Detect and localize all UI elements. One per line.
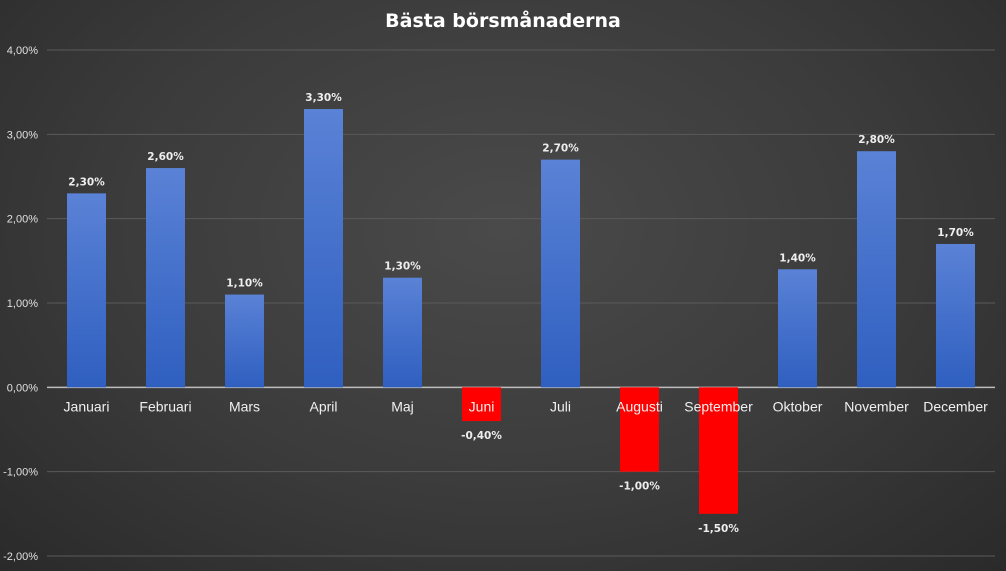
- x-tick-label: Januari: [64, 398, 110, 414]
- bar-december: [936, 243, 975, 388]
- bar-juni: [462, 387, 501, 422]
- x-tick-label: Mars: [229, 398, 260, 414]
- data-label: 2,70%: [542, 143, 579, 155]
- y-tick-label: 0,00%: [7, 382, 38, 394]
- data-label: 1,30%: [384, 261, 421, 273]
- x-tick-label: Februari: [139, 398, 191, 414]
- x-tick-label: September: [684, 398, 753, 414]
- data-label: 1,40%: [779, 252, 816, 264]
- bar-mars: [225, 294, 264, 388]
- data-label: 1,10%: [226, 278, 263, 290]
- data-label: -0,40%: [461, 430, 502, 442]
- bar-oktober: [778, 269, 817, 388]
- data-label: 3,30%: [305, 92, 342, 104]
- data-label: 2,80%: [858, 134, 895, 146]
- y-tick-label: 3,00%: [7, 129, 38, 141]
- bar-juli: [541, 159, 580, 388]
- y-tick-label: 4,00%: [7, 45, 38, 57]
- x-tick-label: Juli: [550, 398, 571, 414]
- data-label: 2,60%: [147, 151, 184, 163]
- bar-februari: [146, 168, 185, 388]
- x-tick-label: Juni: [469, 398, 495, 414]
- data-label: 2,30%: [68, 176, 105, 188]
- y-tick-label: -1,00%: [3, 467, 38, 479]
- x-tick-label: December: [923, 398, 988, 414]
- x-tick-label: Maj: [391, 398, 414, 414]
- y-tick-label: 2,00%: [7, 214, 38, 226]
- bar-januari: [67, 193, 106, 388]
- bar-september: [699, 387, 738, 514]
- x-tick-label: Oktober: [773, 398, 823, 414]
- x-tick-label: Augusti: [616, 398, 663, 414]
- chart-title: Bästa börsmånaderna: [385, 8, 621, 32]
- y-tick-label: -2,00%: [3, 551, 38, 563]
- bar-maj: [383, 277, 422, 388]
- x-tick-label: April: [309, 398, 337, 414]
- bar-april: [304, 109, 343, 388]
- x-tick-label: November: [844, 398, 909, 414]
- bar-augusti: [620, 387, 659, 472]
- data-label: -1,50%: [698, 523, 739, 535]
- data-label: 1,70%: [937, 227, 974, 239]
- data-label: -1,00%: [619, 481, 660, 493]
- bar-november: [857, 151, 896, 388]
- y-tick-label: 1,00%: [7, 298, 38, 310]
